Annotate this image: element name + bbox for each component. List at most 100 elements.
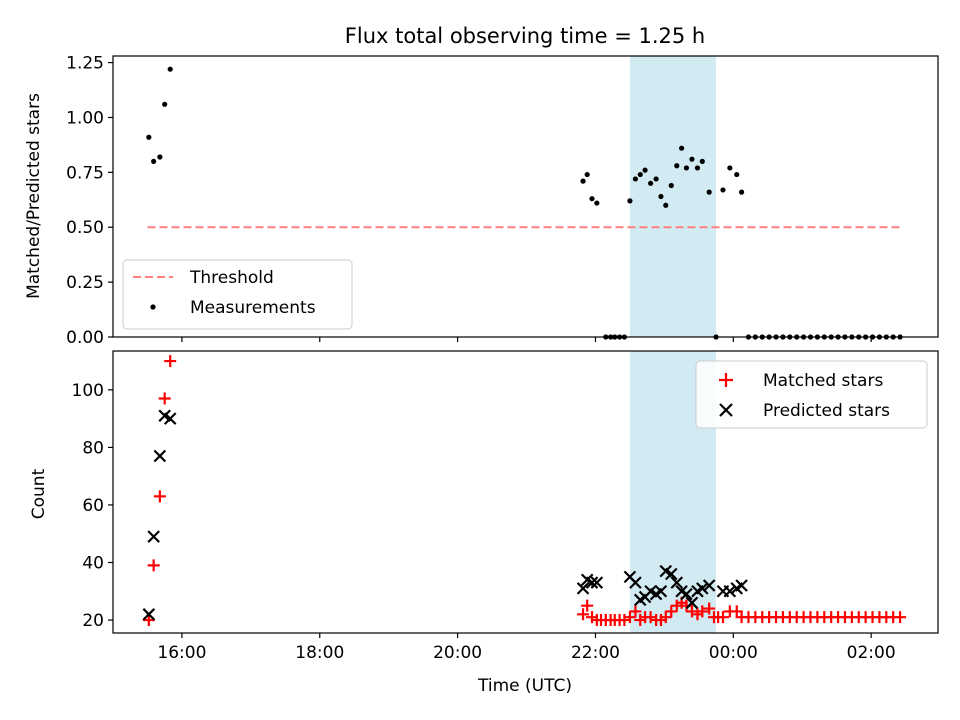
x-tick-label: 18:00 (295, 643, 344, 663)
matched-star-point (164, 355, 177, 368)
x-axis-label: Time (UTC) (477, 676, 572, 696)
predicted-star-point (685, 596, 699, 610)
top-y-tick-label: 1.00 (66, 108, 104, 128)
predicted-star-point (576, 582, 590, 595)
predicted-star-point (735, 579, 748, 592)
predicted-star-point (629, 576, 642, 589)
matched-stars-points (142, 355, 907, 627)
predicted-star-point (680, 587, 693, 601)
matched-star-point (147, 559, 160, 572)
predicted-star-point (696, 582, 709, 595)
predicted-star-point (670, 576, 684, 589)
measurement-point (642, 167, 648, 173)
bottom-legend-box (695, 360, 928, 429)
matched-star-point (703, 602, 716, 615)
matched-star-point (685, 605, 698, 618)
matched-star-point (158, 392, 171, 405)
matched-star-point (623, 611, 636, 624)
matched-star-point (577, 608, 590, 621)
bottom-x-axis-ticks: 16:00 18:00 20:00 22:00 00:00 02:00 (157, 633, 896, 663)
measurement-point (694, 165, 701, 171)
matched-star-point (644, 611, 657, 624)
bottom-panel-counts: 20 40 60 80 100 16:00 18:00 20:00 22:00 00:00 02:… (29, 350, 939, 696)
x-tick-label: 22:00 (571, 643, 620, 663)
matched-star-point (696, 605, 709, 618)
top-y-tick-label: 1.25 (66, 54, 104, 74)
predicted-star-point (654, 584, 668, 598)
predicted-star-point (147, 530, 160, 543)
top-y-tick-label: 0.25 (66, 273, 104, 293)
measurement-point (162, 101, 168, 107)
x-tick-label: 16:00 (157, 643, 206, 663)
predicted-star-point (590, 576, 604, 589)
measurement-point (734, 171, 740, 178)
top-observing-interval-shading (629, 56, 717, 337)
matched-star-point (142, 614, 155, 627)
legend-measurements-swatch (150, 304, 156, 310)
top-y-axis-ticks: 0.00 0.25 0.50 0.75 1.00 1.25 (66, 54, 113, 348)
top-y-axis-label: Matched/Predicted stars (24, 93, 44, 299)
predicted-star-point (723, 584, 737, 598)
matched-star-point (618, 614, 631, 627)
bottom-y-tick-label: 100 (72, 381, 104, 401)
x-tick-label: 02:00 (847, 643, 896, 663)
predicted-star-point (153, 449, 167, 463)
measurement-point (627, 198, 633, 204)
measurement-point (683, 165, 690, 171)
measurement-point (632, 176, 639, 182)
predicted-star-point (664, 567, 678, 581)
legend-predicted-swatch (719, 403, 733, 417)
measurement-point (637, 171, 643, 178)
legend-predicted-label: Predicted stars (763, 401, 890, 421)
predicted-star-point (142, 608, 156, 621)
measurement-point (653, 176, 659, 182)
measurement-point (594, 200, 600, 206)
predicted-stars-points (142, 409, 748, 621)
matched-star-point (581, 599, 594, 612)
bottom-legend: Matched stars Predicted stars (695, 360, 928, 429)
predicted-star-point (585, 576, 599, 589)
measurement-point (706, 189, 712, 195)
bottom-y-tick-label: 40 (82, 554, 104, 574)
measurement-point (151, 158, 157, 164)
top-y-tick-label: 0.50 (66, 218, 104, 238)
x-tick-label: 00:00 (709, 643, 758, 663)
top-plot-frame (112, 55, 939, 338)
measurement-point (738, 189, 745, 195)
x-tick-label: 20:00 (433, 643, 482, 663)
predicted-star-point (163, 412, 177, 425)
bottom-y-axis-ticks: 20 40 60 80 100 (72, 381, 113, 631)
measurement-point (727, 165, 733, 171)
measurement-point (589, 196, 595, 202)
matched-star-point (665, 605, 678, 618)
legend-matched-swatch (719, 373, 733, 387)
top-legend: Threshold Measurements (122, 259, 353, 330)
matched-star-point (716, 611, 729, 624)
legend-matched-label: Matched stars (763, 371, 883, 391)
bottom-y-axis-label: Count (29, 468, 49, 519)
bottom-plot-frame (112, 350, 939, 634)
top-y-tick-label: 0.75 (66, 163, 104, 183)
measurement-point (146, 134, 152, 140)
measurement-point (668, 182, 674, 189)
measurement-point (689, 156, 695, 162)
measurement-point (674, 163, 680, 169)
measurement-point (584, 171, 590, 178)
bottom-y-tick-label: 60 (82, 496, 104, 516)
matched-star-point (659, 611, 672, 624)
legend-measurements-label: Measurements (190, 298, 316, 318)
measurement-point (157, 154, 163, 160)
matched-star-point (153, 490, 166, 503)
matched-star-point (894, 611, 907, 624)
measurement-point (663, 202, 669, 208)
bottom-y-tick-label: 20 (82, 611, 104, 631)
chart-title: Flux total observing time = 1.25 h (345, 24, 705, 48)
measurement-point (580, 178, 586, 184)
measurement-point (658, 193, 664, 200)
predicted-star-point (702, 579, 716, 592)
measurement-point (679, 145, 685, 151)
measurement-point (647, 180, 654, 186)
measurement-point (699, 158, 705, 164)
top-y-tick-label: 0.00 (66, 328, 104, 348)
